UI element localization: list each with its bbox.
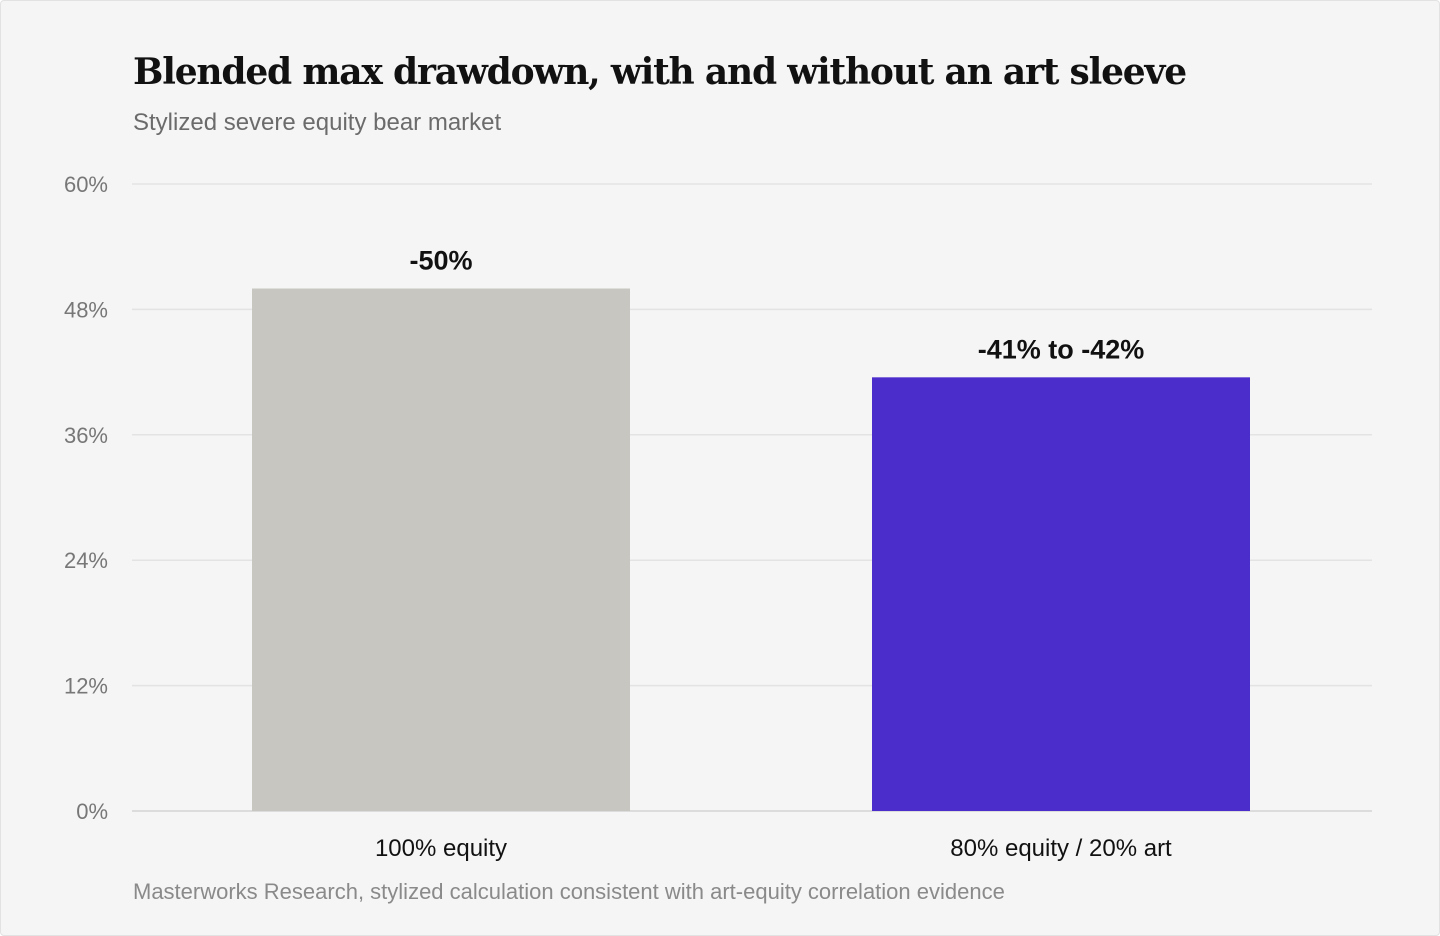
bar-value-label: -41% to -42% bbox=[978, 334, 1145, 364]
bars bbox=[252, 288, 1250, 811]
bar-value-label: -50% bbox=[409, 246, 472, 276]
y-tick-label: 48% bbox=[64, 297, 108, 322]
y-tick-label: 0% bbox=[76, 799, 108, 824]
y-tick-label: 24% bbox=[64, 548, 108, 573]
chart-source-note: Masterworks Research, stylized calculati… bbox=[133, 879, 1005, 904]
x-category-label: 100% equity bbox=[375, 835, 507, 862]
y-tick-label: 60% bbox=[64, 172, 108, 197]
chart-title: Blended max drawdown, with and without a… bbox=[133, 51, 1187, 93]
labels: 0% 12% 24% 36% 48% 60% -50% 100% equity -41% to … bbox=[64, 172, 1172, 862]
bar bbox=[252, 288, 630, 811]
y-tick-label: 36% bbox=[64, 423, 108, 448]
x-category-label: 80% equity / 20% art bbox=[950, 835, 1172, 862]
chart-subtitle: Stylized severe equity bear market bbox=[133, 109, 502, 136]
y-tick-label: 12% bbox=[64, 674, 108, 699]
bar bbox=[872, 377, 1250, 811]
